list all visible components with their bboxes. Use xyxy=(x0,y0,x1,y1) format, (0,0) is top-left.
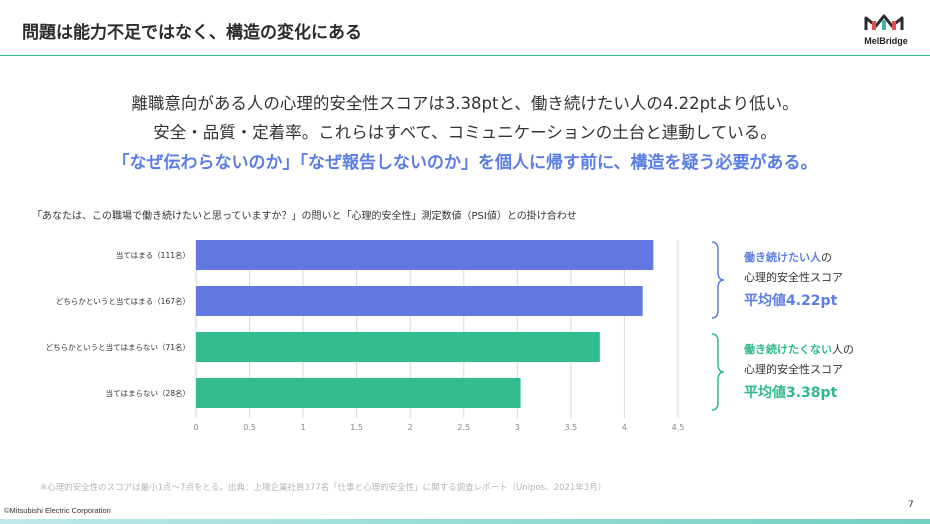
x-tick-label: 2 xyxy=(408,423,413,432)
x-tick-label: 4 xyxy=(622,423,627,432)
brace-bottom-icon xyxy=(711,333,725,411)
lead-line-1: 離職意向がある人の心理的安全性スコアは3.38ptと、働き続けたい人の4.22p… xyxy=(131,94,799,113)
category-label: どちらかというと当てはまる（167名） xyxy=(56,296,190,306)
title-divider xyxy=(0,55,930,56)
bar xyxy=(196,240,654,270)
x-tick-label: 1.5 xyxy=(350,423,363,432)
legend-leave-line1: 働き続けたくない人の xyxy=(744,340,854,360)
legend-continue-highlight: 働き続けたい人 xyxy=(744,251,821,264)
legend-continue-suffix: の xyxy=(821,251,832,264)
legend-continue: 働き続けたい人の 心理的安全性スコア 平均値4.22pt xyxy=(744,248,843,314)
melbridge-logo: MelBridge xyxy=(856,12,912,48)
category-label: 当てはまる（111名） xyxy=(116,250,190,260)
x-tick-label: 2.5 xyxy=(457,423,470,432)
legend-leave-line2: 心理的安全性スコア xyxy=(744,363,843,376)
chart-caption: 「あなたは、この職場で働き続けたいと思っていますか？」の問いと「心理的安全性」測… xyxy=(32,211,577,222)
category-label: どちらかというと当てはまらない（71名） xyxy=(46,342,190,352)
x-tick-label: 4.5 xyxy=(672,423,685,432)
copyright: ©Mitsubishi Electric Corporation xyxy=(4,506,111,515)
x-tick-label: 0 xyxy=(193,423,198,432)
legend-leave-highlight: 働き続けたくない xyxy=(744,343,832,356)
brace-top-icon xyxy=(711,241,725,319)
logo-mark-icon xyxy=(864,14,904,30)
page-title: 問題は能力不足ではなく、構造の変化にある xyxy=(22,23,362,43)
x-tick-label: 0.5 xyxy=(243,423,256,432)
x-tick-label: 1 xyxy=(301,423,306,432)
lead-line-2: 安全・品質・定着率。これらはすべて、コミュニケーションの土台と連動している。 xyxy=(153,123,777,142)
legend-leave-average: 平均値3.38pt xyxy=(744,385,838,401)
category-label: 当てはまらない（28名） xyxy=(106,388,190,398)
footnote: ※心理的安全性のスコアは最小1点〜7点をとる。出典：上場企業社員377名「仕事と… xyxy=(40,483,607,493)
legend-leave: 働き続けたくない人の 心理的安全性スコア 平均値3.38pt xyxy=(744,340,854,406)
logo-text: MelBridge xyxy=(864,36,908,46)
bottom-accent-bar xyxy=(0,519,930,524)
legend-continue-average: 平均値4.22pt xyxy=(744,293,838,309)
bar-chart: 0 0.5 1 1.5 2 2.5 3 3.5 4 4.5 当てはまる（111名） どちらかというと当… xyxy=(46,240,685,432)
page-number: 7 xyxy=(908,500,914,510)
legend-leave-suffix: 人の xyxy=(832,343,854,356)
x-tick-label: 3.5 xyxy=(565,423,578,432)
legend-continue-line2: 心理的安全性スコア xyxy=(744,271,843,284)
bar xyxy=(196,286,643,316)
bar xyxy=(196,332,600,362)
legend-continue-line1: 働き続けたい人の xyxy=(744,248,843,268)
lead-line-3: 「なぜ伝わらないのか」「なぜ報告しないのか」を個人に帰す前に、構造を疑う必要があ… xyxy=(112,153,818,173)
bar xyxy=(196,378,521,408)
x-tick-label: 3 xyxy=(515,423,520,432)
